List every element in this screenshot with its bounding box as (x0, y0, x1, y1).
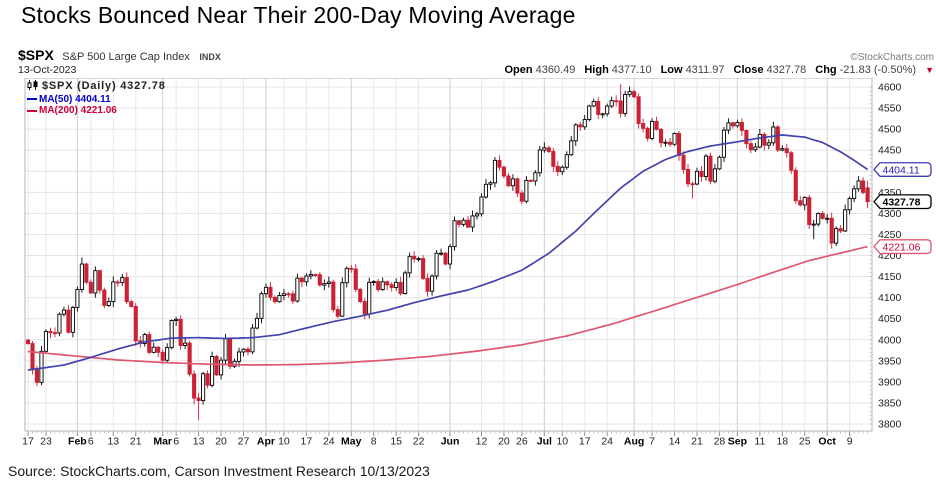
close-readout: Close 4327.78 (733, 64, 807, 76)
x-axis-label: 18 (776, 436, 788, 448)
price-tag-label: 4327.78 (883, 196, 921, 208)
legend-ma200-row: MA(200) 4221.06 (27, 105, 166, 117)
price-tag (873, 194, 932, 210)
price-tag-label: 4404.11 (883, 164, 920, 176)
exchange-code: INDX (199, 52, 221, 62)
ma-lines-layer (27, 134, 869, 371)
y-axis-label: 3850 (878, 397, 902, 409)
candles-layer (25, 84, 870, 421)
x-axis-label: 24 (601, 436, 613, 448)
y-axis-label: 3800 (878, 419, 902, 431)
y-axis-label: 4500 (878, 124, 902, 136)
x-axis-label: 13 (193, 436, 205, 448)
x-axis-label: 22 (413, 436, 425, 448)
x-axis-label: 12 (476, 436, 488, 448)
y-axis-label: 4250 (878, 229, 902, 241)
x-axis-label: Mar (153, 436, 172, 448)
ma50-swatch (27, 98, 37, 101)
legend-symbol-row: $SPX (Daily) 4327.78 (27, 80, 166, 94)
x-axis-label: 8 (371, 436, 377, 448)
y-axis-label: 4000 (878, 334, 902, 346)
legend-symbol-label: $SPX (Daily) 4327.78 (42, 80, 166, 92)
x-axis-label: 13 (107, 436, 119, 448)
stockcharts-copyright: ©StockCharts.com (850, 52, 934, 63)
plot-border-layer (24, 78, 873, 432)
price-tag (873, 162, 932, 177)
page-title: Stocks Bounced Near Their 200-Day Moving… (21, 2, 576, 28)
ma200-line (27, 245, 868, 366)
x-axis-label: 14 (669, 436, 681, 448)
high-readout: High 4377.10 (584, 64, 652, 76)
legend-ma50-row: MA(50) 4404.11 (27, 94, 166, 106)
x-axis-label: 17 (301, 436, 313, 448)
x-axis-label: 28 (714, 436, 726, 448)
chart-style-icon (27, 80, 38, 94)
x-axis-label: Apr (257, 436, 275, 448)
price-chart-svg: 3800385039003950400040504100415042004250… (22, 78, 932, 448)
y-axis-label: 4550 (878, 103, 902, 115)
x-axis-label: 20 (498, 436, 510, 448)
legend-ma200-label: MA(200) 4221.06 (39, 105, 117, 116)
y-axis-label: 4100 (878, 292, 902, 304)
stockcharts-panel: $SPX S&P 500 Large Cap Index INDX ©Stock… (18, 47, 934, 452)
quote-row: 13-Oct-2023 Open 4360.49 High 4377.10 Low 4… (18, 64, 934, 78)
x-axis-label: 24 (323, 436, 335, 448)
x-axis-label: 21 (691, 436, 703, 448)
x-axis-label: 10 (278, 436, 290, 448)
chart-legend: $SPX (Daily) 4327.78 MA(50) 4404.11 MA(2… (27, 80, 166, 117)
ohlc-readout: Open 4360.49 High 4377.10 Low 4311.97 Close… (504, 64, 934, 76)
x-axis-label: 6 (88, 436, 94, 448)
grid-layer (25, 78, 872, 431)
y-axis-label: 4300 (878, 208, 902, 220)
x-axis-label: 15 (390, 436, 402, 448)
chart-header-row: $SPX S&P 500 Large Cap Index INDX ©Stock… (18, 47, 934, 64)
price-tag (873, 239, 932, 255)
x-axis-label: 21 (130, 436, 142, 448)
symbol-name: S&P 500 Large Cap Index (62, 51, 190, 63)
x-axis-label: 25 (799, 436, 811, 448)
ma50-line (27, 134, 869, 371)
axis-labels-layer: 3800385039003950400040504100415042004250… (22, 82, 901, 448)
change-down-arrow-icon: ▼ (925, 65, 934, 75)
ma200-swatch (27, 109, 37, 112)
y-axis-label: 3950 (878, 355, 902, 367)
x-axis-label: Jul (537, 436, 552, 448)
x-axis-label: 17 (579, 436, 591, 448)
x-axis-label: Feb (68, 436, 87, 448)
y-axis-label: 3900 (878, 376, 902, 388)
x-axis-label: 9 (847, 436, 853, 448)
y-axis-label: 4150 (878, 271, 902, 283)
x-axis-label: 20 (215, 436, 227, 448)
x-axis-label: 7 (649, 436, 655, 448)
x-axis-label: 11 (754, 436, 765, 448)
change-readout: Chg -21.83 (-0.50%) (815, 64, 917, 76)
chart-date: 13-Oct-2023 (18, 64, 77, 76)
symbol: $SPX (18, 47, 54, 63)
x-axis-label: May (341, 436, 362, 448)
x-axis-label: 26 (516, 436, 528, 448)
x-axis-label: Aug (624, 436, 644, 448)
x-axis-label: Sep (728, 436, 747, 448)
y-axis-label: 4050 (878, 313, 902, 325)
x-axis-label: 17 (22, 436, 34, 448)
x-axis-label: 27 (238, 436, 250, 448)
price-tag-label: 4221.06 (883, 241, 921, 253)
x-axis-label: 23 (40, 436, 52, 448)
x-axis-label: Oct (818, 436, 836, 448)
instrument-header: $SPX S&P 500 Large Cap Index INDX (18, 47, 221, 65)
x-axis-label: 6 (173, 436, 179, 448)
source-attribution: Source: StockCharts.com, Carson Investme… (8, 463, 430, 479)
price-tags-layer: 4404.11 4327.78 4221.06 (873, 162, 932, 255)
low-readout: Low 4311.97 (660, 64, 725, 76)
x-axis-label: 10 (556, 436, 568, 448)
y-axis-label: 4450 (878, 145, 902, 157)
y-axis-label: 4600 (878, 82, 902, 94)
open-readout: Open 4360.49 (504, 64, 576, 76)
legend-ma50-label: MA(50) 4404.11 (39, 93, 111, 105)
x-axis-label: Jun (441, 436, 460, 448)
